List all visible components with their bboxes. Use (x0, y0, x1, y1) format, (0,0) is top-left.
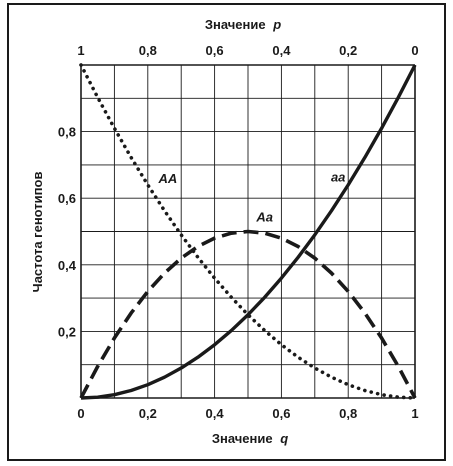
top-tick-label: 0,6 (206, 43, 224, 58)
series-label-Aa: Aa (255, 210, 273, 225)
chart-frame (7, 3, 446, 461)
series-label-AA: AA (157, 171, 177, 186)
x-axis-label: Значение (212, 431, 273, 446)
y-tick-label: 0,2 (58, 324, 76, 339)
top-tick-label: 1 (77, 43, 84, 58)
x-tick-label: 0 (77, 406, 84, 421)
top-axis-title: Значение p (205, 17, 281, 32)
y-tick-label: 0,4 (58, 258, 77, 273)
series-label-aa: aa (331, 170, 345, 185)
x-tick-label: 1 (411, 406, 418, 421)
y-axis-title: Частота генотипов (30, 172, 45, 293)
y-tick-label: 0,8 (58, 125, 76, 140)
top-tick-label: 0,8 (139, 43, 157, 58)
x-tick-label: 0,6 (272, 406, 290, 421)
y-tick-label: 0,6 (58, 191, 76, 206)
x-tick-label: 0,4 (206, 406, 225, 421)
x-axis-title: Значение q (212, 431, 288, 446)
x-axis-variable: q (280, 431, 288, 446)
x-tick-label: 0,2 (139, 406, 157, 421)
top-tick-label: 0,2 (339, 43, 357, 58)
series-line-AA (79, 63, 417, 400)
top-tick-label: 0,4 (272, 43, 291, 58)
series-line-Aa (79, 229, 417, 399)
top-axis-label: Значение (205, 17, 266, 32)
top-tick-label: 0 (411, 43, 418, 58)
series-group: AA Aa aa (79, 63, 417, 400)
x-tick-label: 0,8 (339, 406, 357, 421)
series-line-aa (80, 64, 417, 400)
top-axis-variable: p (272, 17, 281, 32)
tick-labels: 0 0,2 0,4 0,6 0,8 1 1 0,8 0,6 0,4 0,2 0 0,2 0,4 0,6 0,8 (58, 43, 419, 421)
